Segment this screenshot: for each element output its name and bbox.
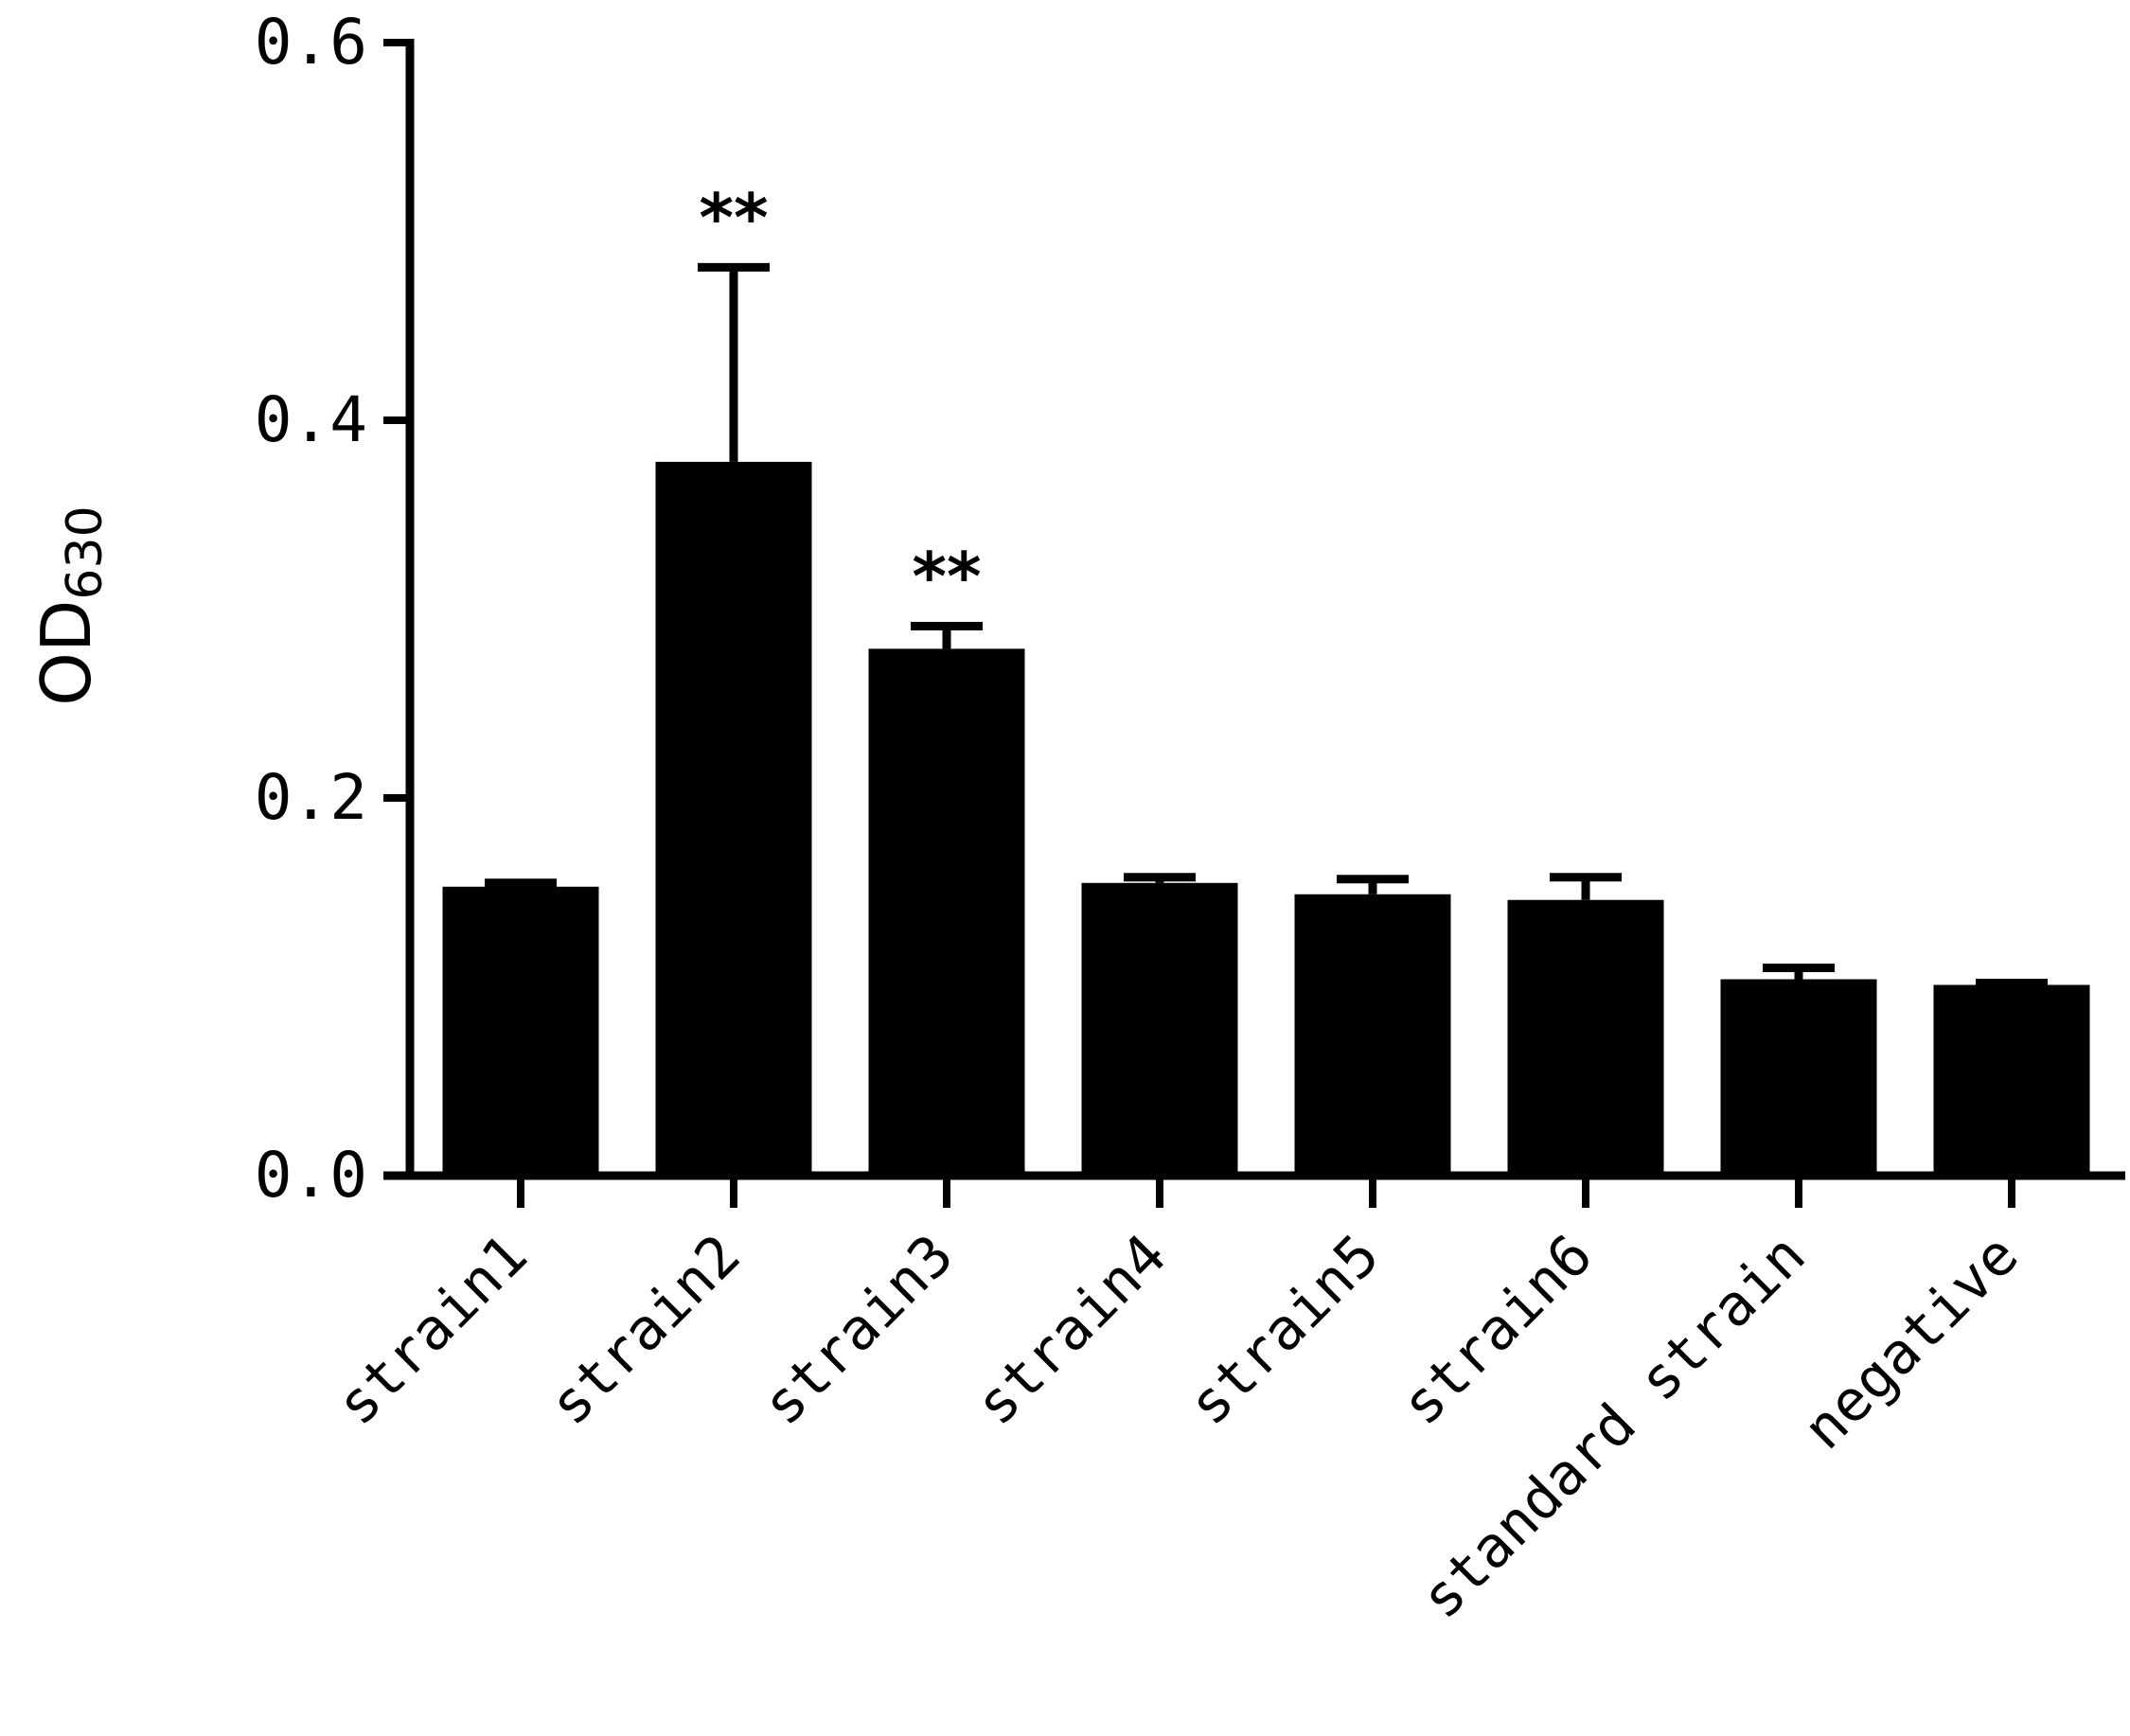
bar-1 bbox=[442, 886, 599, 1176]
bar-5 bbox=[1294, 894, 1451, 1176]
x-tick-label-3: strain3 bbox=[750, 1222, 966, 1438]
bar-4 bbox=[1081, 882, 1238, 1176]
x-ticks-layer: strain1strain2strain3strain4strain5strai… bbox=[324, 1176, 2032, 1632]
x-tick-label-2: strain2 bbox=[537, 1222, 753, 1438]
y-axis-label: OD630 bbox=[27, 505, 114, 705]
x-tick-label-8: negative bbox=[1791, 1222, 2032, 1462]
error-bars-layer bbox=[485, 262, 2048, 988]
bar-3 bbox=[868, 648, 1025, 1176]
x-tick-label-1: strain1 bbox=[324, 1222, 540, 1438]
y-ticks-layer: 0.0 0.2 0.4 0.6 bbox=[255, 6, 410, 1212]
bar-2 bbox=[655, 461, 812, 1176]
y-tick-label-1: 0.2 bbox=[255, 761, 367, 834]
x-tick-label-7: standard strain bbox=[1409, 1222, 1819, 1632]
x-tick-label-6: strain6 bbox=[1389, 1222, 1605, 1438]
bar-7 bbox=[1720, 979, 1877, 1176]
y-tick-label-3: 0.6 bbox=[255, 6, 367, 79]
axes-layer bbox=[383, 39, 2125, 1180]
y-axis-label-subscript: 630 bbox=[57, 505, 114, 599]
y-tick-label-0: 0.0 bbox=[255, 1139, 367, 1212]
bar-8 bbox=[1933, 984, 2090, 1176]
x-tick-label-5: strain5 bbox=[1176, 1222, 1392, 1438]
bar-6 bbox=[1507, 899, 1664, 1176]
significance-label-3: ** bbox=[912, 538, 981, 615]
bars-layer bbox=[442, 461, 2090, 1176]
significance-layer: ** ** bbox=[699, 179, 981, 615]
x-tick-label-4: strain4 bbox=[963, 1222, 1179, 1438]
y-tick-label-2: 0.4 bbox=[255, 383, 367, 456]
y-axis-label-main: OD bbox=[27, 600, 106, 706]
significance-label-2: ** bbox=[699, 179, 768, 257]
svg-text:OD630: OD630 bbox=[27, 505, 114, 705]
